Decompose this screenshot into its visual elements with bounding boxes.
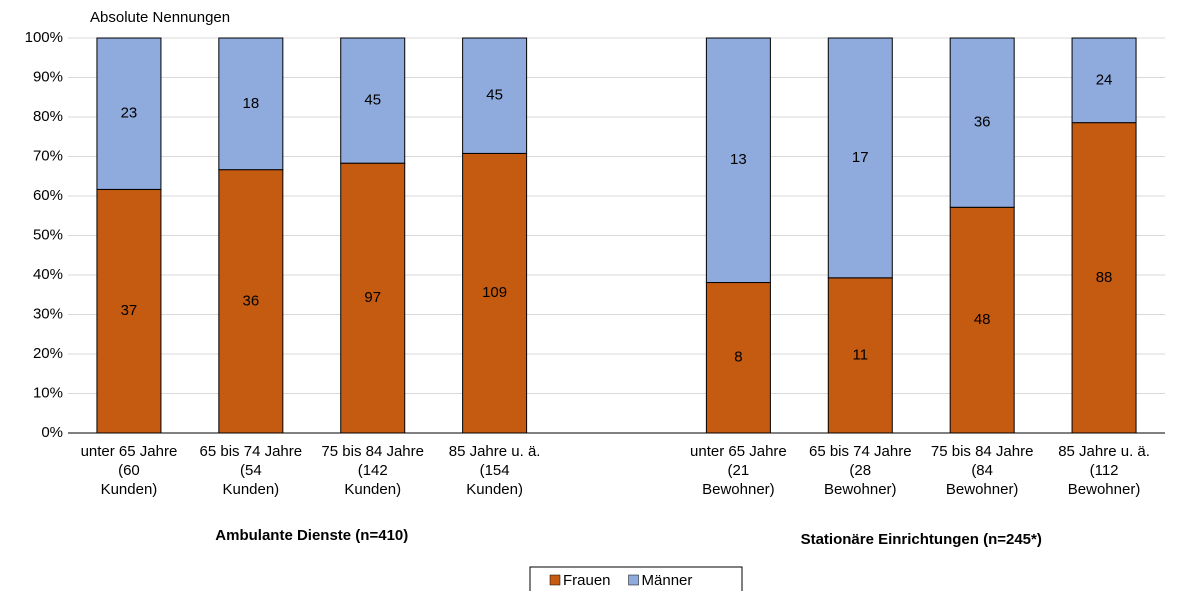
x-tick-label: Kunden) <box>222 481 279 498</box>
y-tick-label: 90% <box>33 68 63 85</box>
data-label: 13 <box>730 151 747 168</box>
x-tick-label: 75 bis 84 Jahre <box>321 443 424 460</box>
bar-segment <box>827 277 893 434</box>
x-tick-label: (112 <box>1090 462 1119 479</box>
x-tick-label: unter 65 Jahre <box>690 443 787 460</box>
bar-segment <box>462 37 528 154</box>
group-title: Ambulante Dienste (n=410) <box>215 527 408 544</box>
bar-segment <box>949 37 1015 208</box>
x-tick-label: (154 <box>480 462 510 479</box>
y-tick-label: 80% <box>33 108 63 125</box>
data-label: 88 <box>1096 269 1113 286</box>
x-tick-label: (60 <box>118 462 140 479</box>
x-tick-label: (142 <box>358 462 388 479</box>
data-label: 109 <box>482 284 507 301</box>
y-tick-label: 10% <box>33 384 63 401</box>
bar-segment <box>705 37 771 284</box>
legend-swatch <box>628 574 639 586</box>
bar-segment <box>340 162 406 434</box>
x-tick-label: 65 bis 74 Jahre <box>809 443 912 460</box>
x-tick-label: unter 65 Jahre <box>81 443 178 460</box>
bar-segment <box>1071 37 1137 124</box>
x-tick-label: (84 <box>971 462 993 479</box>
y-tick-label: 60% <box>33 187 63 204</box>
data-label: 45 <box>486 87 503 104</box>
legend-label: Frauen <box>563 572 611 589</box>
y-tick-label: 20% <box>33 345 63 362</box>
y-tick-label: 40% <box>33 266 63 283</box>
x-tick-label: Kunden) <box>466 481 523 498</box>
y-axis-label: Absolute Nennungen <box>90 9 230 26</box>
data-label: 8 <box>734 349 742 366</box>
x-tick-label: (28 <box>849 462 871 479</box>
x-tick-label: Kunden) <box>344 481 401 498</box>
data-label: 17 <box>852 149 869 166</box>
bar-segment <box>218 37 284 171</box>
x-tick-label: Bewohner) <box>1068 481 1141 498</box>
data-label: 48 <box>974 311 991 328</box>
data-label: 97 <box>364 289 381 306</box>
x-tick-label: 85 Jahre u. ä. <box>449 443 541 460</box>
y-tick-label: 30% <box>33 305 63 322</box>
x-tick-label: (54 <box>240 462 262 479</box>
bar-segment <box>340 37 406 164</box>
data-label: 18 <box>242 95 259 112</box>
y-tick-label: 0% <box>41 424 63 441</box>
data-label: 37 <box>121 302 138 319</box>
bar-segment <box>462 152 528 434</box>
bar-segment <box>96 188 162 434</box>
y-tick-label: 50% <box>33 226 63 243</box>
x-tick-label: 85 Jahre u. ä. <box>1058 443 1150 460</box>
data-label: 24 <box>1096 71 1113 88</box>
x-tick-label: Bewohner) <box>824 481 897 498</box>
data-label: 11 <box>852 346 868 363</box>
x-tick-label: 75 bis 84 Jahre <box>931 443 1034 460</box>
data-label: 23 <box>121 105 138 122</box>
data-label: 36 <box>242 292 259 309</box>
bar-segment <box>1071 122 1137 434</box>
bar-segment <box>949 206 1015 434</box>
legend-swatch <box>549 574 561 586</box>
x-tick-label: 65 bis 74 Jahre <box>200 443 303 460</box>
y-tick-label: 100% <box>25 29 63 46</box>
x-tick-label: Bewohner) <box>702 481 775 498</box>
x-tick-label: (21 <box>728 462 750 479</box>
group-title: Stationäre Einrichtungen (n=245*) <box>801 531 1042 548</box>
bar-segment <box>96 37 162 190</box>
x-tick-label: Bewohner) <box>946 481 1019 498</box>
data-label: 36 <box>974 114 991 131</box>
x-tick-label: Kunden) <box>101 481 158 498</box>
data-label: 45 <box>364 92 381 109</box>
legend-label: Männer <box>642 572 693 589</box>
y-tick-label: 70% <box>33 147 63 164</box>
bar-segment <box>827 37 893 279</box>
